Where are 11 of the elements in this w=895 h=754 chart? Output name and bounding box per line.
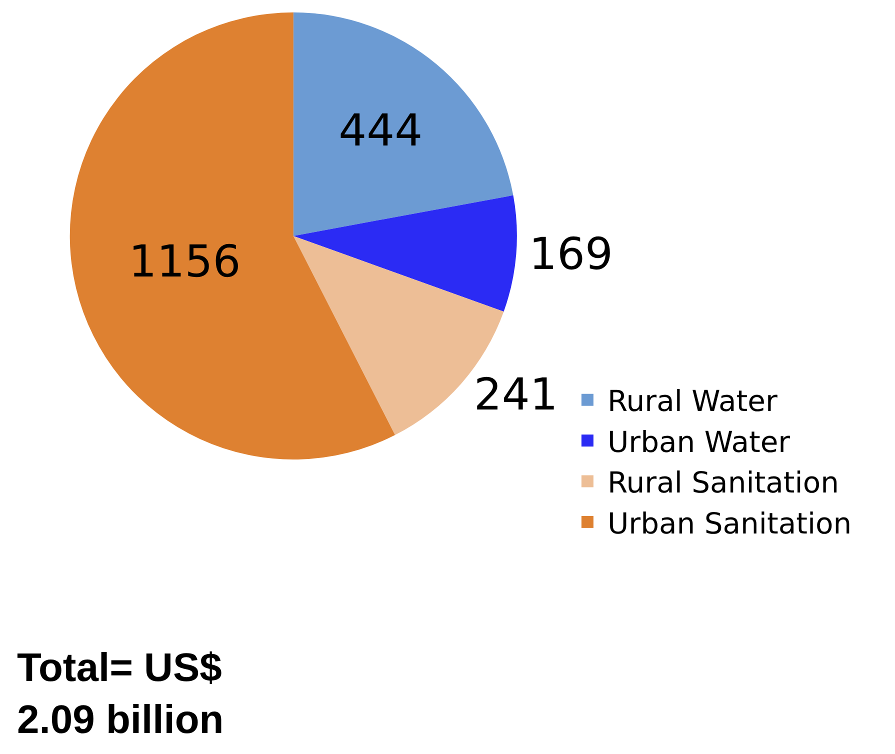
- pie-slice: [293, 195, 517, 312]
- legend-label: Rural Sanitation: [607, 466, 839, 500]
- data-label: 241: [474, 369, 558, 420]
- legend-label: Rural Water: [607, 384, 778, 418]
- text: Total= US$ 2.09 billion: [17, 646, 224, 742]
- legend-label: Urban Water: [607, 424, 790, 459]
- data-label: 444: [338, 106, 423, 157]
- data-label: 1156: [128, 236, 241, 288]
- data-label: 169: [528, 228, 613, 280]
- legend-label: Urban Sanitation: [607, 506, 852, 540]
- pie-slice: [293, 12, 514, 236]
